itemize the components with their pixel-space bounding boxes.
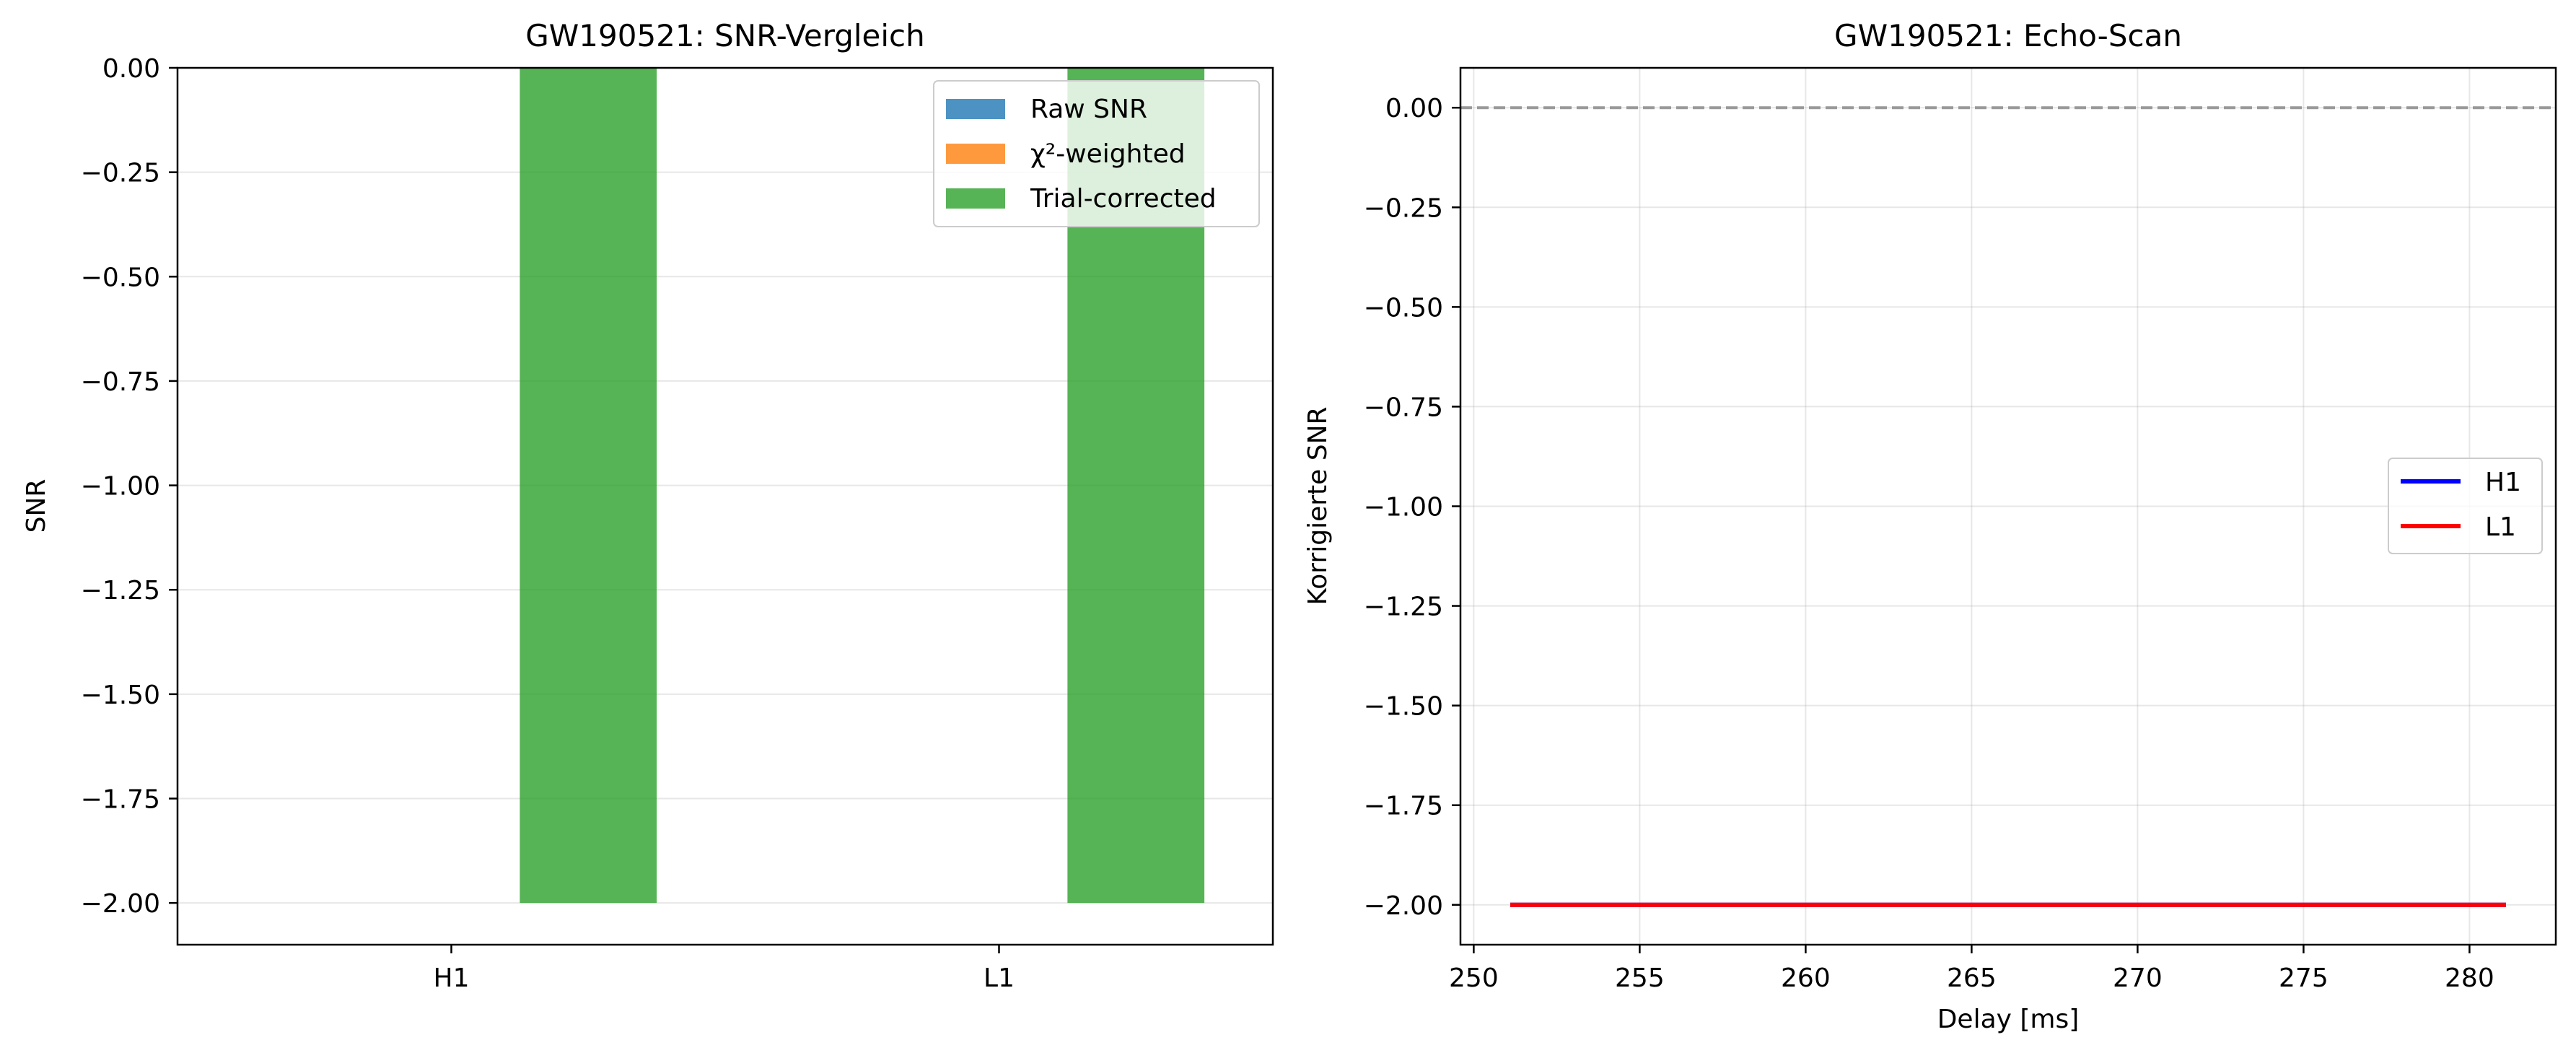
y-tick-label: −1.25 (1364, 593, 1443, 622)
legend-items: Raw SNR χ²-weighted Trial-corrected (946, 95, 1217, 214)
x-axis-ticks: H1 L1 (434, 945, 1015, 993)
y-tick-label: −2.00 (81, 889, 160, 919)
y-tick-label: −1.50 (1364, 692, 1443, 722)
chart-title: GW190521: Echo-Scan (1834, 18, 2182, 53)
legend-box (933, 80, 1260, 227)
x-axis-label: Delay [ms] (1937, 1005, 2080, 1034)
x-tick-label: 250 (1449, 963, 1499, 993)
y-tick-label: −0.25 (81, 159, 160, 188)
plot-frame (176, 66, 1274, 946)
y-tick-label: −1.75 (81, 785, 160, 815)
y-tick-label: −1.25 (81, 576, 160, 605)
y-axis-ticks: 0.00 −0.25 −0.50 −0.75 −1.00 −1.25 −1.50 −1.75 −… (81, 54, 178, 919)
y-tick-label: −0.50 (81, 263, 160, 292)
legend-items: H1 L1 (2401, 468, 2521, 542)
y-tick-label: −0.50 (1364, 293, 1443, 323)
x-tick-label: 260 (1781, 963, 1831, 993)
x-tick-label: 270 (2113, 963, 2163, 993)
y-gridlines (178, 67, 1273, 904)
legend: Raw SNR χ²-weighted Trial-corrected (933, 80, 1260, 227)
y-tick-label: −0.25 (1364, 193, 1443, 223)
legend-label: Raw SNR (1030, 95, 1147, 124)
y-tick-label: −1.00 (81, 472, 160, 502)
y-tick-label: 0.00 (102, 54, 160, 84)
y-tick-label: −0.75 (81, 367, 160, 397)
x-tick-label: 275 (2279, 963, 2329, 993)
y-tick-label: −1.75 (1364, 792, 1443, 821)
y-axis-ticks: 0.00 −0.25 −0.50 −0.75 −1.00 −1.25 −1.50 −1.75 −… (1364, 94, 1460, 921)
y-tick-label: −1.00 (1364, 493, 1443, 523)
x-tick-label: L1 (983, 963, 1015, 993)
legend-label: Trial-corrected (1030, 184, 1217, 214)
x-tick-label: 255 (1615, 963, 1665, 993)
y-tick-label: −2.00 (1364, 891, 1443, 921)
legend-swatch (946, 99, 1005, 119)
y-axis-label: SNR (22, 479, 51, 533)
legend-swatch (946, 188, 1005, 209)
snr-comparison-chart: 0.00 −0.25 −0.50 −0.75 −1.00 −1.25 −1.50 −1.75 −… (22, 18, 1274, 993)
legend-label: H1 (2485, 468, 2521, 497)
x-axis-ticks: 250 255 260 265 270 275 280 (1449, 945, 2494, 993)
x-tick-label: H1 (434, 963, 470, 993)
y-axis-label: Korrigierte SNR (1303, 406, 1333, 605)
legend-label: χ²-weighted (1030, 139, 1186, 169)
bar (520, 68, 657, 904)
echo-scan-chart: 0.00 −0.25 −0.50 −0.75 −1.00 −1.25 −1.50 −1.75 −… (1303, 18, 2557, 1034)
y-tick-label: −1.50 (81, 681, 160, 710)
y-tick-label: −0.75 (1364, 393, 1443, 422)
x-tick-label: 265 (1947, 963, 1997, 993)
y-tick-label: 0.00 (1385, 94, 1443, 123)
legend-swatch (946, 144, 1005, 164)
x-tick-label: 280 (2445, 963, 2494, 993)
legend: H1 L1 (2388, 458, 2543, 554)
legend-label: L1 (2485, 512, 2516, 542)
chart-title: GW190521: SNR-Vergleich (525, 18, 925, 53)
